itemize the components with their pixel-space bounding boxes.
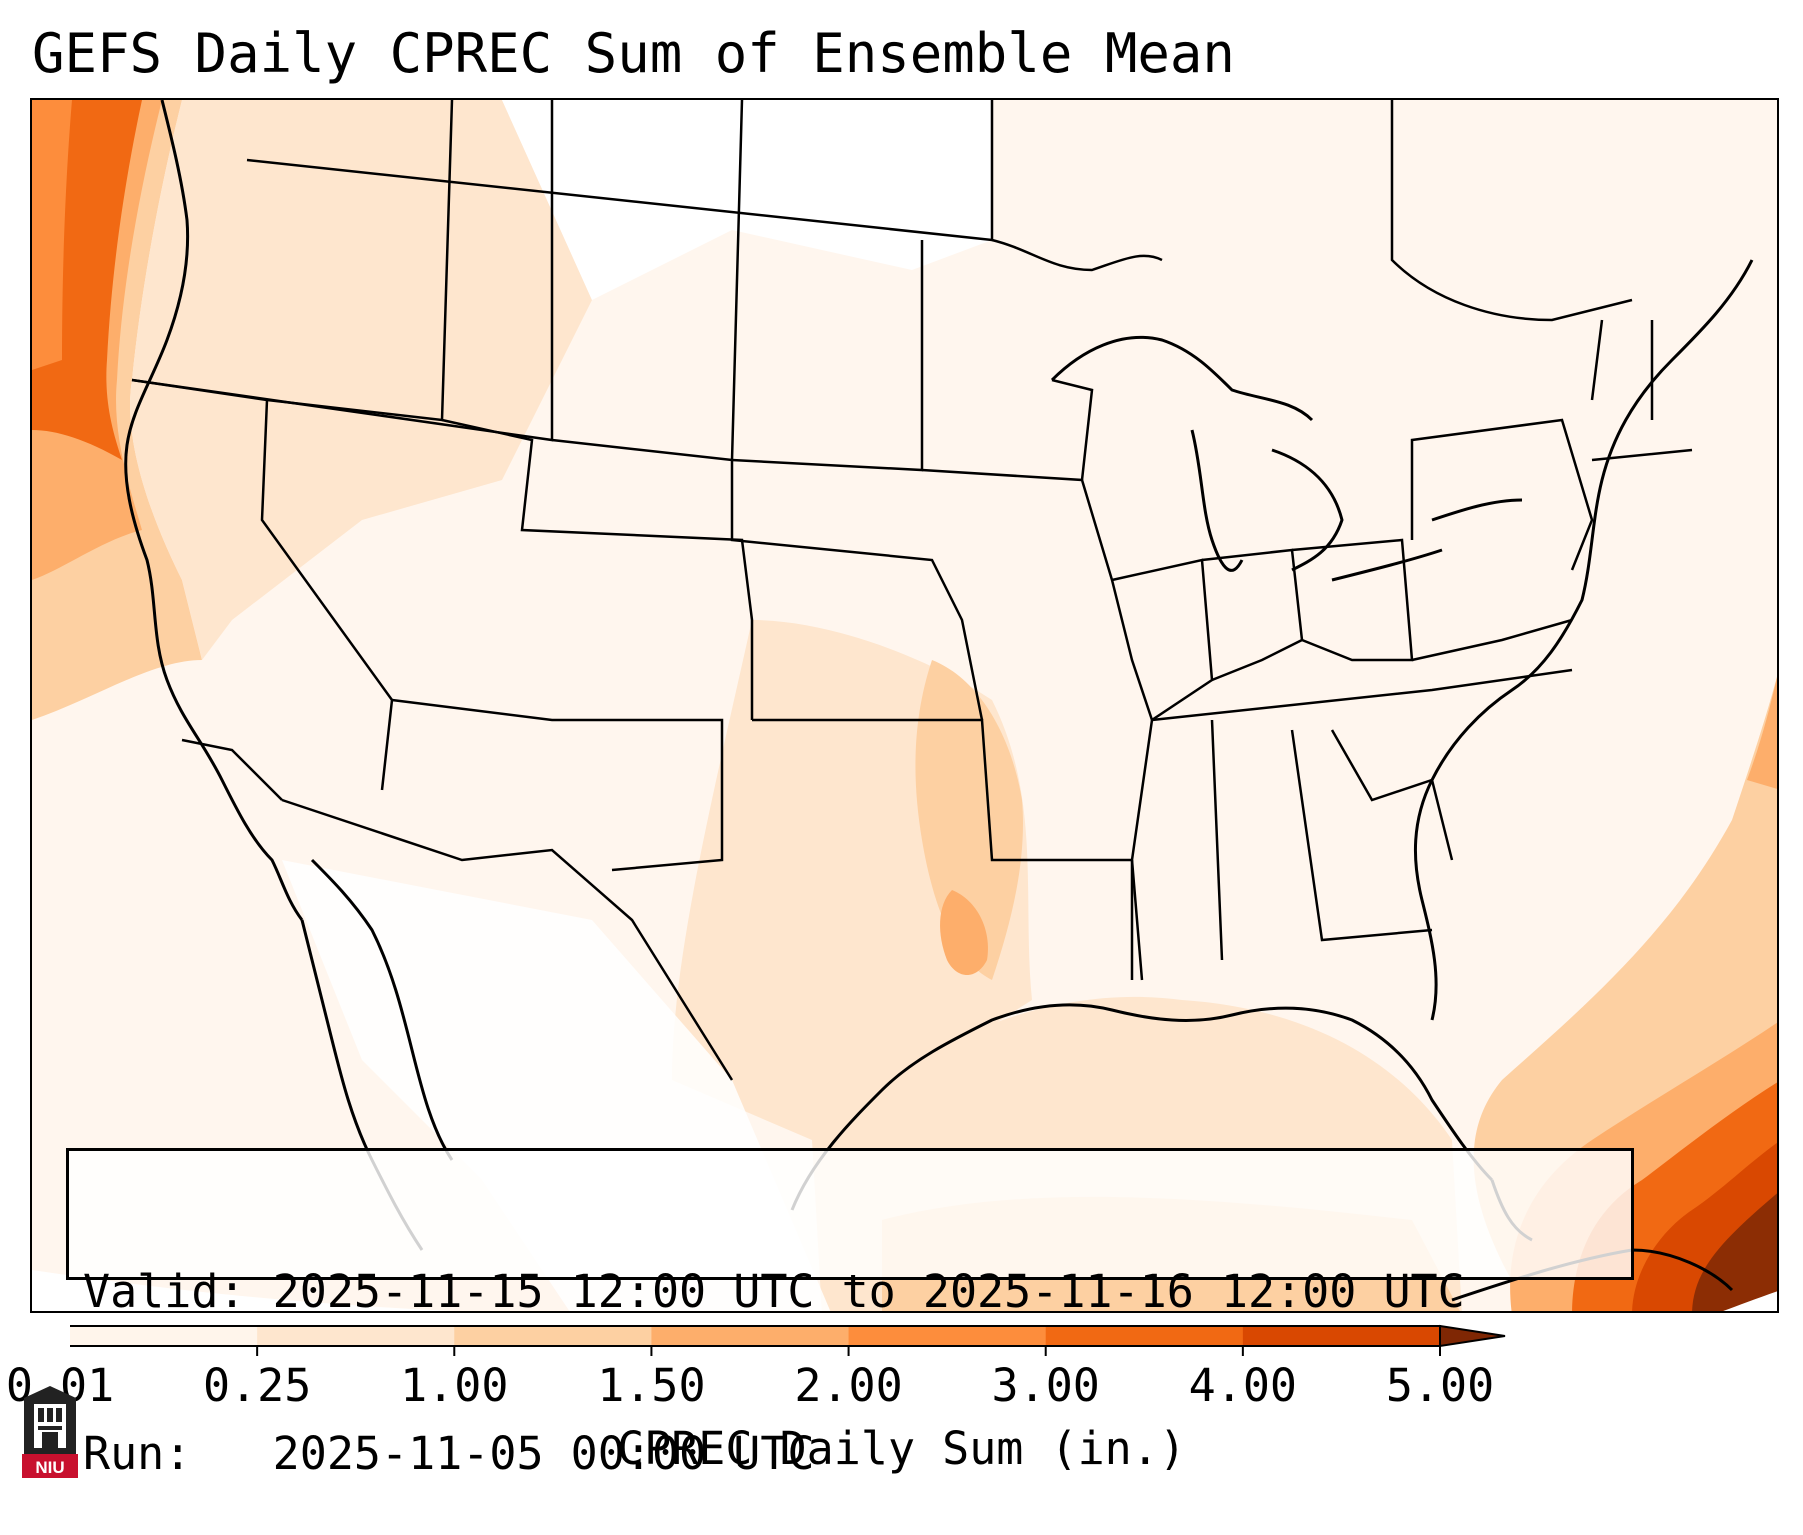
border-ca-mx — [181, 738, 283, 801]
lake-ontario — [1431, 498, 1523, 522]
colorbar-tick-label: 1.50 — [597, 1359, 706, 1412]
border-us-mx — [281, 798, 734, 1081]
border-ga-sc — [1330, 729, 1454, 861]
border-pa-ny — [1410, 418, 1594, 571]
field-west-interior — [130, 100, 592, 660]
colorbar-segment — [257, 1326, 455, 1346]
border-wi — [1051, 378, 1094, 481]
field-northeast — [1212, 100, 1777, 500]
valid-row: Valid: 2025-11-15 12:00 UTC to 2025-11-1… — [83, 1265, 1617, 1319]
gulf-coastline — [790, 1003, 1494, 1211]
lake-erie — [1331, 548, 1443, 582]
state-borders — [131, 100, 1693, 1081]
colorbar-over-arrow — [1439, 1324, 1506, 1348]
run-row: Run: 2025-11-05 00:00 UTC — [83, 1427, 1617, 1481]
map-title: GEFS Daily CPREC Sum of Ensemble Mean — [32, 22, 1235, 85]
canada-border-east — [1390, 100, 1633, 322]
precipitation-map — [30, 98, 1779, 1313]
colorbar-segment — [651, 1326, 850, 1346]
canada-border-mn — [991, 238, 1163, 272]
colorbar-label: CPREC Daily Sum (in.) — [617, 1422, 1186, 1475]
valid-label: Valid: — [83, 1265, 246, 1318]
colorbar-segment — [1045, 1326, 1244, 1346]
border-deep-south — [1130, 719, 1433, 981]
valid-run-box: Valid: 2025-11-15 12:00 UTC to 2025-11-1… — [66, 1148, 1634, 1480]
domain-edge-left — [32, 1270, 454, 1311]
colorbar-tick-label: 0.25 — [202, 1359, 312, 1412]
colorbar-tick-label: 4.00 — [1188, 1359, 1298, 1412]
pacific-coastline — [124, 100, 304, 921]
lake-michigan — [1190, 429, 1244, 572]
field-ark-la-core — [940, 890, 988, 975]
border-az-nm — [391, 698, 724, 872]
lake-superior — [1050, 335, 1314, 422]
field-pacific-edge — [32, 100, 72, 370]
field-ozarks — [915, 660, 1023, 980]
border-ut-co — [441, 418, 754, 720]
colorbar-tick-label: 1.00 — [400, 1359, 509, 1412]
border-il-mo — [1111, 558, 1214, 980]
field-atlantic-east — [1747, 677, 1777, 789]
colorbar-segment — [1242, 1326, 1441, 1346]
colorbar-tick-label: 5.00 — [1385, 1359, 1495, 1412]
colorbar — [70, 1324, 1506, 1356]
colorbar-outline — [70, 1325, 1441, 1347]
colorbar-segment — [848, 1326, 1047, 1346]
logo-text: NIU — [35, 1458, 64, 1477]
border-ok-tx — [752, 718, 1132, 862]
field-northern-plains-dry — [502, 100, 992, 300]
colorbar-segment — [454, 1326, 652, 1346]
atlantic-coastline — [1413, 259, 1754, 1021]
border-tn-nc — [1151, 668, 1573, 722]
border-ne-ks — [730, 460, 984, 721]
lake-huron — [1271, 448, 1344, 572]
valid-value: 2025-11-15 12:00 UTC to 2025-11-16 12:00… — [272, 1265, 1465, 1318]
domain-edge-right — [1723, 1291, 1777, 1311]
niu-logo-icon: NIU — [22, 1386, 78, 1478]
map-canvas — [32, 100, 1777, 1311]
colorbar-tick-label: 2.00 — [794, 1359, 903, 1412]
border-new-england — [1590, 319, 1693, 462]
run-label: Run: — [83, 1427, 192, 1480]
border-ca-nv — [131, 378, 394, 791]
baja-east-coast — [310, 858, 454, 1161]
border-wv-va — [1411, 618, 1573, 662]
field-caribbean-core — [1692, 1193, 1777, 1311]
colorbar-tick-label: 3.00 — [991, 1359, 1100, 1412]
run-value: 2025-11-05 00:00 UTC — [272, 1427, 815, 1480]
colorbar-segment — [70, 1326, 258, 1346]
